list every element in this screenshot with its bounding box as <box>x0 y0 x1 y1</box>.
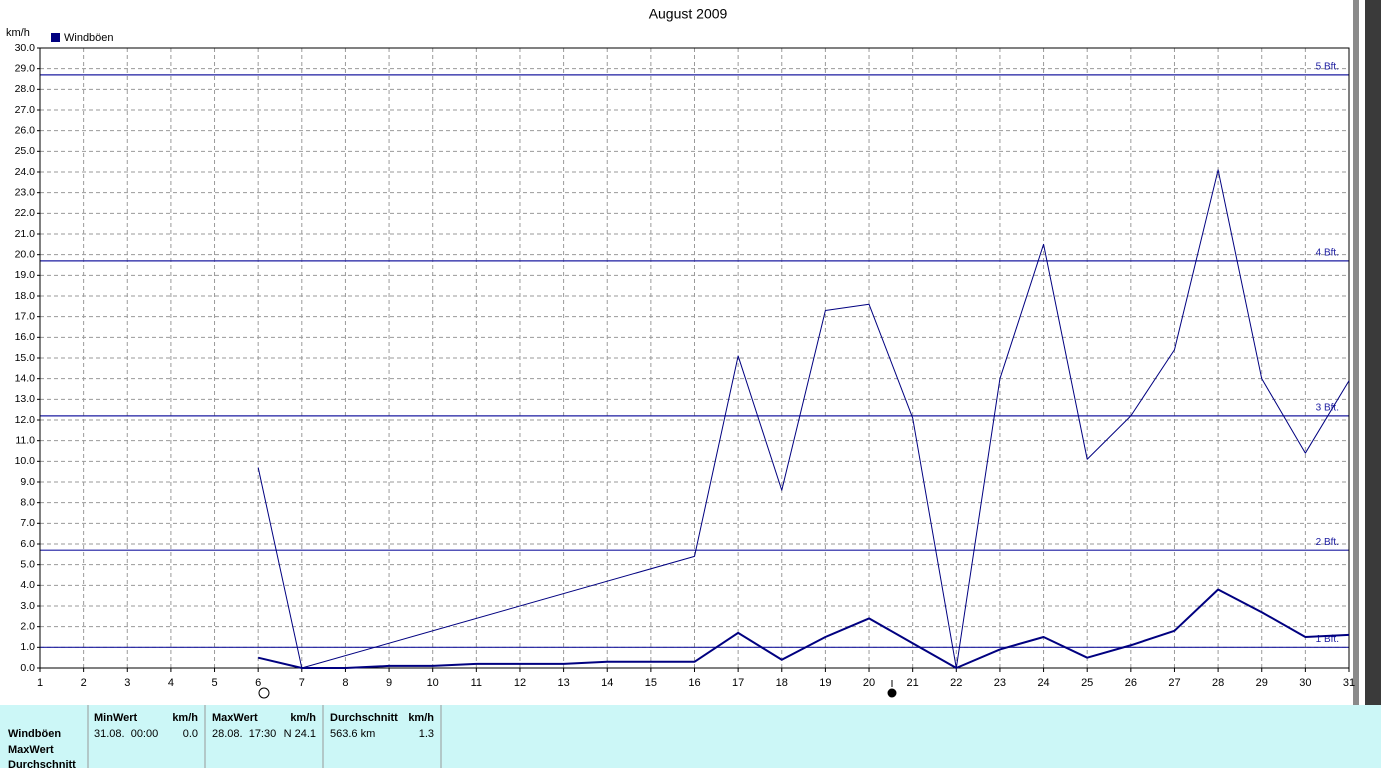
row-label: MaxWert <box>8 744 54 756</box>
x-tick-label: 2 <box>81 677 87 689</box>
cell-when: 563.6 km <box>330 728 375 740</box>
y-tick-label: 16.0 <box>15 331 36 343</box>
cell-value: 1.3 <box>419 728 434 740</box>
y-tick-label: 10.0 <box>15 455 36 467</box>
y-tick-label: 26.0 <box>15 124 36 136</box>
x-tick-label: 12 <box>514 677 526 689</box>
y-tick-label: 12.0 <box>15 414 36 426</box>
y-tick-label: 5.0 <box>20 558 35 570</box>
legend-swatch <box>51 33 60 42</box>
x-tick-label: 30 <box>1299 677 1311 689</box>
y-tick-label: 17.0 <box>15 310 36 322</box>
y-tick-label: 28.0 <box>15 83 36 95</box>
reference-label: 3 Bft. <box>1316 403 1339 414</box>
x-tick-label: 20 <box>863 677 875 689</box>
y-tick-label: 29.0 <box>15 62 36 74</box>
column-header: Durchschnitt <box>330 712 398 724</box>
y-tick-label: 1.0 <box>20 641 35 653</box>
y-tick-label: 27.0 <box>15 104 36 116</box>
x-tick-label: 7 <box>299 677 305 689</box>
column-header: MaxWert <box>212 712 258 724</box>
y-tick-label: 11.0 <box>15 434 35 446</box>
reference-label: 5 Bft. <box>1316 62 1339 73</box>
cell-value: N 24.1 <box>284 728 316 740</box>
x-tick-label: 10 <box>427 677 439 689</box>
column-unit: km/h <box>172 712 198 724</box>
x-tick-label: 19 <box>819 677 831 689</box>
y-tick-label: 23.0 <box>15 186 36 198</box>
x-tick-label: 13 <box>557 677 569 689</box>
y-tick-label: 25.0 <box>15 145 36 157</box>
y-tick-label: 18.0 <box>15 290 36 302</box>
scroll-edge <box>1353 0 1359 705</box>
x-tick-label: 24 <box>1037 677 1049 689</box>
x-tick-label: 17 <box>732 677 744 689</box>
y-tick-label: 7.0 <box>20 517 35 529</box>
x-tick-label: 3 <box>124 677 130 689</box>
x-tick-label: 23 <box>994 677 1006 689</box>
cell-value: 0.0 <box>183 728 198 740</box>
series-line <box>257 588 1350 669</box>
row-label: Windböen <box>8 728 61 740</box>
y-tick-label: 3.0 <box>20 600 35 612</box>
y-axis-label: km/h <box>6 27 30 39</box>
reference-label: 1 Bft. <box>1316 634 1339 645</box>
y-tick-label: 6.0 <box>20 538 35 550</box>
window-edge <box>1365 0 1381 705</box>
column-unit: km/h <box>290 712 316 724</box>
x-tick-label: 16 <box>688 677 700 689</box>
x-tick-label: 8 <box>342 677 348 689</box>
y-tick-label: 0.0 <box>20 662 35 674</box>
y-tick-label: 22.0 <box>15 207 36 219</box>
x-tick-label: 22 <box>950 677 962 689</box>
x-tick-label: 25 <box>1081 677 1093 689</box>
x-tick-label: 6 <box>255 677 261 689</box>
reference-label: 2 Bft. <box>1316 537 1339 548</box>
x-tick-label: 21 <box>907 677 919 689</box>
y-tick-label: 30.0 <box>15 42 36 54</box>
y-tick-label: 8.0 <box>20 496 35 508</box>
cell-when: 31.08. 00:00 <box>94 728 158 740</box>
y-tick-label: 9.0 <box>20 476 35 488</box>
x-tick-label: 1 <box>37 677 43 689</box>
x-tick-label: 18 <box>776 677 788 689</box>
y-tick-label: 19.0 <box>15 269 36 281</box>
x-tick-label: 5 <box>211 677 217 689</box>
y-tick-label: 15.0 <box>15 352 36 364</box>
x-tick-label: 31 <box>1343 677 1355 689</box>
reference-label: 4 Bft. <box>1316 248 1339 259</box>
column-unit: km/h <box>408 712 434 724</box>
x-tick-label: 4 <box>168 677 174 689</box>
x-tick-label: 15 <box>645 677 657 689</box>
x-tick-label: 11 <box>471 677 482 689</box>
x-tick-label: 9 <box>386 677 392 689</box>
stats-panel <box>0 705 1381 768</box>
row-label: Durchschnitt <box>8 759 76 768</box>
x-tick-label: 26 <box>1125 677 1137 689</box>
column-header: MinWert <box>94 712 138 724</box>
plot-frame <box>39 47 1350 669</box>
full-moon-icon <box>258 687 270 699</box>
y-tick-label: 20.0 <box>15 248 36 260</box>
x-tick-label: 27 <box>1168 677 1180 689</box>
y-tick-label: 24.0 <box>15 166 36 178</box>
y-tick-label: 14.0 <box>15 372 36 384</box>
x-tick-label: 29 <box>1256 677 1268 689</box>
y-tick-label: 2.0 <box>20 620 35 632</box>
cell-when: 28.08. 17:30 <box>212 728 276 740</box>
y-tick-label: 4.0 <box>20 579 35 591</box>
x-tick-label: 28 <box>1212 677 1224 689</box>
chart-title: August 2009 <box>649 6 728 22</box>
y-tick-label: 13.0 <box>15 393 36 405</box>
x-tick-label: 14 <box>601 677 613 689</box>
y-tick-label: 21.0 <box>15 228 36 240</box>
new-moon-icon <box>887 688 897 698</box>
legend-label: Windböen <box>64 32 114 44</box>
series-line <box>257 169 1350 669</box>
